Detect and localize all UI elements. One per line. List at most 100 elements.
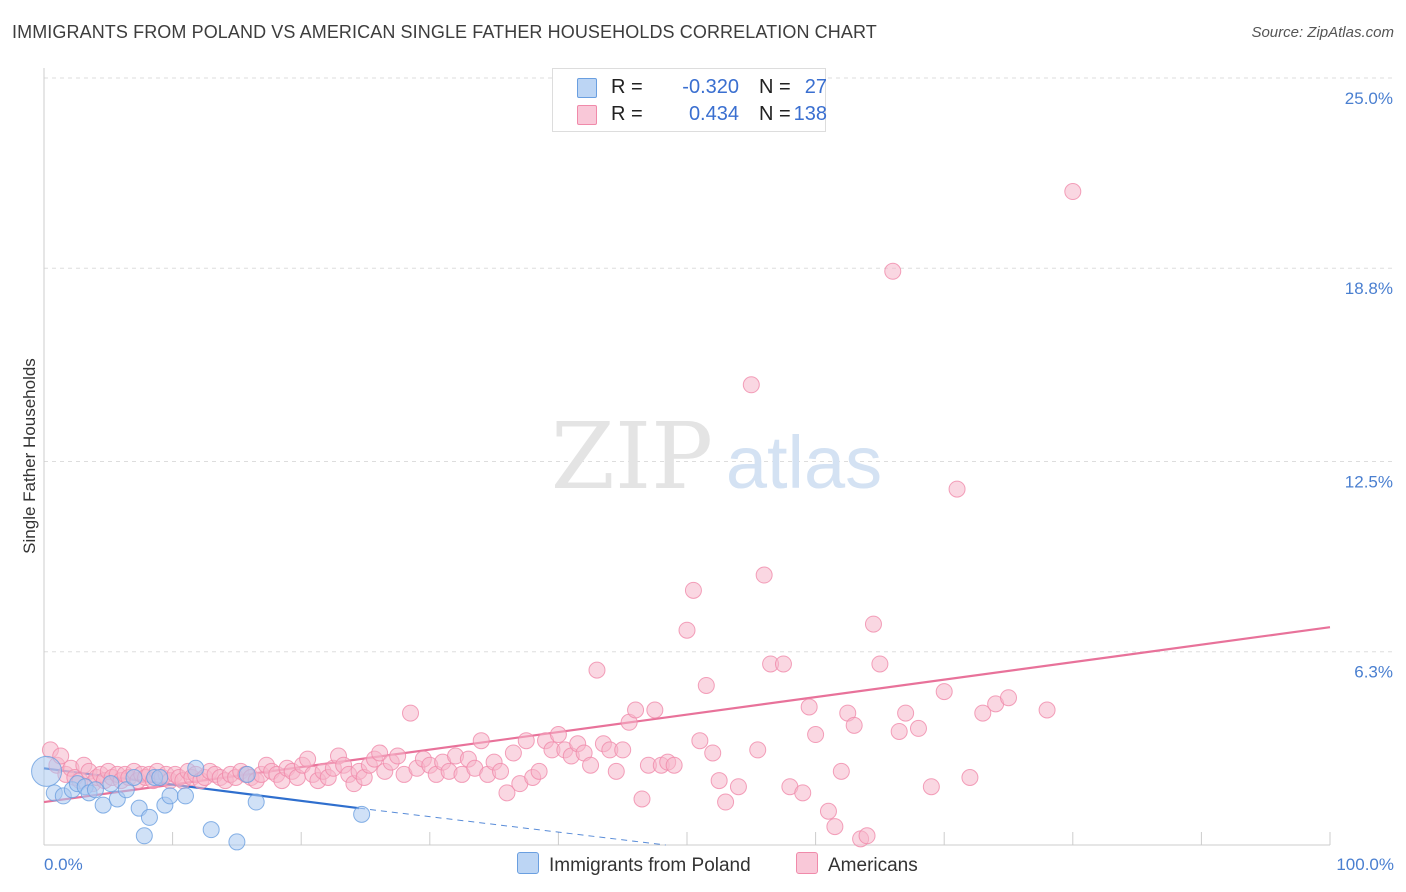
- americans-point: [697, 676, 715, 694]
- americans-point: [729, 778, 747, 796]
- americans-point: [678, 621, 696, 639]
- legend-swatch-poland: [517, 852, 539, 874]
- y-tick-label: 25.0%: [1345, 89, 1393, 108]
- americans-point: [472, 732, 490, 750]
- americans-point: [755, 566, 773, 584]
- americans-point: [549, 726, 567, 744]
- x-tick-label-max: 100.0%: [1336, 855, 1394, 874]
- legend-swatch-poland: [577, 78, 597, 98]
- americans-point: [871, 655, 889, 673]
- poland-point: [140, 808, 158, 826]
- y-tick-label: 12.5%: [1345, 473, 1393, 492]
- legend-n-label: N =: [759, 76, 791, 98]
- americans-point: [627, 701, 645, 719]
- americans-point: [371, 744, 389, 762]
- poland-point: [31, 755, 63, 787]
- americans-point: [774, 655, 792, 673]
- legend-label-americans: Americans: [828, 855, 918, 876]
- americans-point: [974, 704, 992, 722]
- americans-point: [389, 747, 407, 765]
- legend-swatch-americans: [577, 105, 597, 125]
- poland-point: [238, 765, 256, 783]
- americans-point: [504, 744, 522, 762]
- source-credit: Source: ZipAtlas.com: [1251, 24, 1394, 41]
- poland-point: [135, 827, 153, 845]
- axes: [43, 68, 1331, 846]
- americans-point: [582, 756, 600, 774]
- americans-point: [897, 704, 915, 722]
- poland-point: [151, 769, 169, 787]
- americans-point: [1038, 701, 1056, 719]
- poland-point: [117, 781, 135, 799]
- americans-point: [684, 581, 702, 599]
- legend-label-poland: Immigrants from Poland: [549, 855, 751, 876]
- tick-labels: 6.3% 12.5% 18.8% 25.0% 0.0% 100.0%: [44, 89, 1394, 874]
- americans-point: [890, 722, 908, 740]
- americans-point: [800, 698, 818, 716]
- americans-point: [858, 827, 876, 845]
- poland-point: [228, 833, 246, 851]
- poland-point: [202, 821, 220, 839]
- poland-point: [94, 796, 112, 814]
- americans-point: [717, 793, 735, 811]
- legend-r-label: R =: [611, 76, 643, 98]
- americans-point: [710, 772, 728, 790]
- americans-point: [794, 784, 812, 802]
- americans-point: [826, 818, 844, 836]
- americans-point: [948, 480, 966, 498]
- americans-point: [704, 744, 722, 762]
- americans-point: [402, 704, 420, 722]
- americans-point: [961, 769, 979, 787]
- americans-point: [864, 615, 882, 633]
- x-tick-label-min: 0.0%: [44, 855, 83, 874]
- data-points: [31, 183, 1082, 851]
- poland-point: [102, 775, 120, 793]
- americans-point: [492, 762, 510, 780]
- legend-r-value: -0.320: [682, 76, 739, 98]
- legend-r-label: R =: [611, 103, 643, 125]
- legend-swatch-americans: [796, 852, 818, 874]
- americans-point: [1000, 689, 1017, 707]
- poland-point: [247, 793, 265, 811]
- watermark-zip: ZIP: [551, 403, 713, 510]
- legend-n-value: 27: [804, 76, 827, 98]
- americans-point: [691, 732, 709, 750]
- americans-point: [922, 778, 940, 796]
- correlation-legend: R = -0.320 N = 27 R = 0.434 N = 138: [552, 68, 827, 132]
- watermark-atlas: atlas: [726, 421, 882, 504]
- americans-point: [807, 726, 825, 744]
- americans-point: [607, 762, 625, 780]
- poland-trend-extension: [359, 807, 666, 846]
- americans-point: [832, 762, 850, 780]
- poland-point: [125, 769, 143, 787]
- americans-point: [517, 732, 535, 750]
- legend-item-poland[interactable]: Immigrants from Poland: [517, 852, 751, 877]
- trend-lines: [43, 626, 1331, 846]
- americans-point: [742, 376, 760, 394]
- y-tick-label: 18.8%: [1345, 279, 1393, 298]
- poland-point: [161, 787, 179, 805]
- legend-n-value: 138: [793, 103, 827, 125]
- americans-point: [665, 756, 683, 774]
- americans-point: [614, 741, 632, 759]
- americans-point: [909, 719, 927, 737]
- poland-point: [86, 781, 104, 799]
- y-tick-label: 6.3%: [1354, 663, 1393, 682]
- americans-point: [819, 802, 837, 820]
- americans-point: [935, 683, 953, 701]
- americans-point: [646, 701, 664, 719]
- legend-item-americans[interactable]: Americans: [796, 852, 918, 877]
- poland-point: [176, 787, 194, 805]
- americans-point: [299, 750, 317, 768]
- chart-title: IMMIGRANTS FROM POLAND VS AMERICAN SINGL…: [12, 22, 877, 42]
- americans-point: [588, 661, 606, 679]
- gridlines: [44, 77, 1394, 653]
- americans-point: [845, 716, 863, 734]
- americans-point: [1064, 183, 1082, 201]
- americans-point: [633, 790, 651, 808]
- poland-point: [187, 759, 205, 777]
- americans-point: [530, 762, 548, 780]
- americans-point: [498, 784, 516, 802]
- legend-n-label: N =: [759, 103, 791, 125]
